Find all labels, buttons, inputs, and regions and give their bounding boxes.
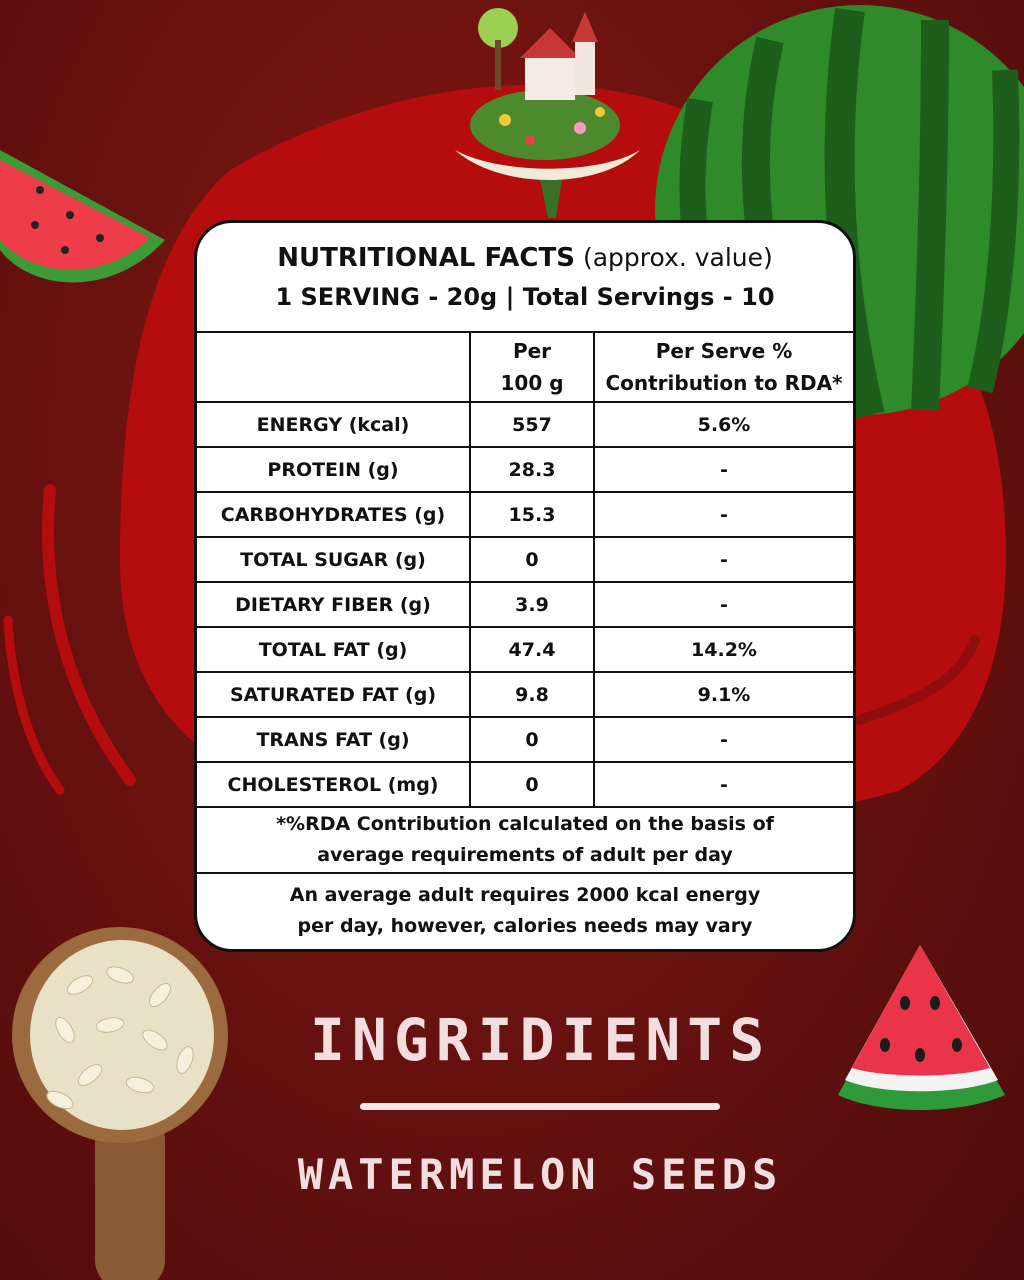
- nutrient-name: DIETARY FIBER (g): [197, 581, 471, 628]
- watermelon-wedge-icon: [838, 945, 1005, 1110]
- nutrient-rda: 14.2%: [593, 626, 853, 673]
- energy-footnote-line1: An average adult requires 2000 kcal ener…: [289, 884, 761, 906]
- island-house-image: [455, 8, 640, 218]
- nutrition-facts-card: NUTRITIONAL FACTS (approx. value) 1 SERVI…: [194, 220, 856, 952]
- table-row: PROTEIN (g) 28.3-: [197, 446, 853, 493]
- table-header-row: Per 100 g Per Serve % Contribution to RD…: [197, 333, 853, 403]
- nutrition-table: Per 100 g Per Serve % Contribution to RD…: [197, 333, 853, 808]
- table-row: SATURATED FAT (g) 9.8 9.1%: [197, 671, 853, 718]
- nutrient-per100: 0: [469, 761, 595, 808]
- ingredients-divider: [360, 1103, 720, 1110]
- nutrition-title: NUTRITIONAL FACTS: [277, 243, 575, 273]
- table-row: TRANS FAT (g) 0-: [197, 716, 853, 763]
- nutrient-name: TRANS FAT (g): [197, 716, 471, 763]
- table-row: DIETARY FIBER (g) 3.9-: [197, 581, 853, 628]
- table-row: TOTAL SUGAR (g) 0-: [197, 536, 853, 583]
- rda-footnote: *%RDA Contribution calculated on the bas…: [197, 808, 853, 874]
- nutrient-per100: 0: [469, 716, 595, 763]
- splash-streak-left: [42, 484, 136, 786]
- nutrient-per100: 0: [469, 536, 595, 583]
- nutrient-per100: 28.3: [469, 446, 595, 493]
- header-rda-line1: Per Serve %: [655, 339, 793, 363]
- nutrient-rda: -: [593, 491, 853, 538]
- splash-streak-right: [855, 635, 980, 725]
- nutrient-rda: -: [593, 716, 853, 763]
- nutrient-name: TOTAL SUGAR (g): [197, 536, 471, 583]
- table-row: TOTAL FAT (g) 47.4 14.2%: [197, 626, 853, 673]
- header-per-100g-line1: Per: [512, 339, 552, 363]
- watermelon-slice-icon: [0, 150, 165, 283]
- nutrient-rda: 9.1%: [593, 671, 853, 718]
- header-per-100g: Per 100 g: [469, 333, 595, 403]
- table-row: ENERGY (kcal) 557 5.6%: [197, 401, 853, 448]
- rda-footnote-line1: *%RDA Contribution calculated on the bas…: [276, 813, 774, 835]
- nutrient-name: ENERGY (kcal): [197, 401, 471, 448]
- nutrient-rda: 5.6%: [593, 401, 853, 448]
- header-rda-line2: Contribution to RDA*: [605, 371, 843, 395]
- nutrition-title-note: (approx. value): [582, 243, 773, 272]
- header-nutrient-empty: [197, 333, 471, 403]
- nutrient-name: CHOLESTEROL (mg): [197, 761, 471, 808]
- nutrient-per100: 15.3: [469, 491, 595, 538]
- table-row: CARBOHYDRATES (g) 15.3-: [197, 491, 853, 538]
- ingredient-item: WATERMELON SEEDS: [297, 1150, 783, 1199]
- splash-streak-left-2: [3, 615, 65, 795]
- nutrition-header: NUTRITIONAL FACTS (approx. value) 1 SERVI…: [197, 223, 853, 333]
- header-rda: Per Serve % Contribution to RDA*: [593, 333, 853, 403]
- nutrient-per100: 557: [469, 401, 595, 448]
- nutrient-per100: 47.4: [469, 626, 595, 673]
- energy-footnote-line2: per day, however, calories needs may var…: [297, 915, 753, 937]
- nutrient-name: TOTAL FAT (g): [197, 626, 471, 673]
- nutrition-title-line: NUTRITIONAL FACTS (approx. value): [277, 243, 773, 273]
- energy-footnote: An average adult requires 2000 kcal ener…: [197, 874, 853, 948]
- nutrient-per100: 9.8: [469, 671, 595, 718]
- nutrient-rda: -: [593, 761, 853, 808]
- nutrient-name: SATURATED FAT (g): [197, 671, 471, 718]
- nutrient-name: CARBOHYDRATES (g): [197, 491, 471, 538]
- nutrient-name: PROTEIN (g): [197, 446, 471, 493]
- nutrient-rda: -: [593, 536, 853, 583]
- serving-info: 1 SERVING - 20g | Total Servings - 10: [275, 283, 775, 311]
- seed-spoon-image: [12, 927, 228, 1280]
- ingredients-heading: INGRIDIENTS: [310, 1006, 772, 1074]
- nutrient-rda: -: [593, 581, 853, 628]
- header-per-100g-line2: 100 g: [500, 371, 564, 395]
- nutrient-rda: -: [593, 446, 853, 493]
- rda-footnote-line2: average requirements of adult per day: [317, 844, 733, 866]
- table-row: CHOLESTEROL (mg) 0-: [197, 761, 853, 808]
- nutrient-per100: 3.9: [469, 581, 595, 628]
